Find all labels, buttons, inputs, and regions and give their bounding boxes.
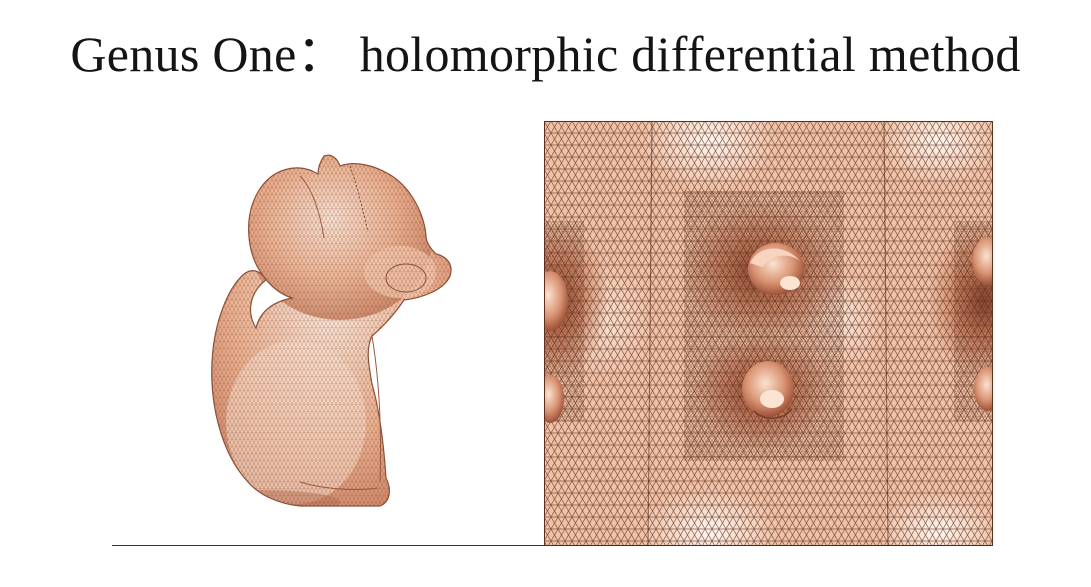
kitten-copy-upper [748,243,804,295]
parameterization-svg [544,121,993,546]
slide-title: Genus One： holomorphic differential meth… [0,14,1091,86]
parameterization-mesh-domain [544,121,993,546]
kitten-mesh-svg [200,152,460,522]
baseline-rule [112,545,992,546]
kitten-mesh-model [200,152,460,522]
